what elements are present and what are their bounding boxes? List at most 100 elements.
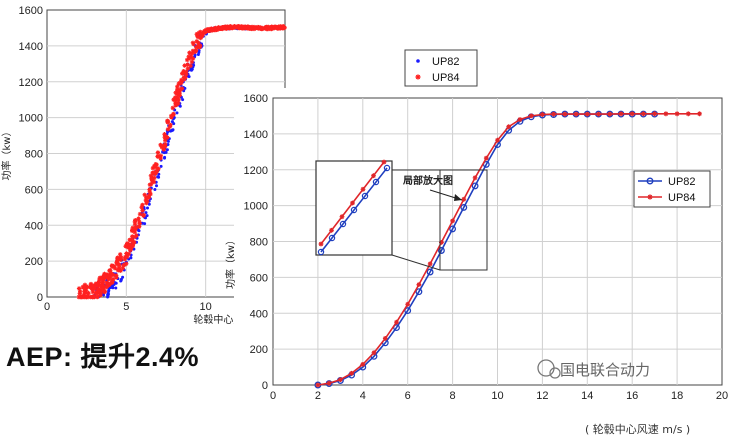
- scatter-point-up82: [159, 164, 163, 168]
- scatter-point-up84: [240, 24, 245, 30]
- scatter-point-up84: [102, 289, 108, 294]
- scatter-point-up84: [142, 192, 147, 197]
- inset-line-up82: [320, 167, 388, 253]
- scatter-point-up84: [152, 175, 157, 181]
- scatter-point-up82: [156, 175, 160, 179]
- scatter-point-up84: [188, 63, 193, 69]
- scatter-point-up84: [130, 227, 135, 233]
- right-x-tick-label: 12: [536, 390, 548, 402]
- scatter-point-up84: [95, 294, 100, 299]
- right-legend: UP82 UP84: [633, 170, 711, 208]
- scatter-point-up84: [129, 237, 135, 242]
- scatter-point-up84: [219, 26, 224, 31]
- scatter-point-up84: [80, 293, 86, 299]
- scatter-point-up84: [139, 205, 144, 210]
- scatter-point-up84: [130, 243, 135, 249]
- scatter-point-up84: [144, 200, 149, 206]
- watermark-icon-circle-small: [549, 367, 561, 379]
- data-point-up82: [437, 247, 445, 254]
- scatter-point-up82: [196, 53, 200, 56]
- scatter-point-up84: [188, 53, 194, 59]
- scatter-point-up84: [82, 282, 88, 287]
- scatter-point-up84: [83, 290, 88, 295]
- legend-marker-up84: [647, 194, 653, 200]
- scatter-point-up84: [194, 45, 199, 50]
- scatter-point-up84: [182, 63, 187, 68]
- watermark-icon: [537, 359, 561, 379]
- scatter-point-up84: [175, 84, 180, 89]
- right-x-tick-label: 18: [671, 390, 683, 402]
- data-point-up84: [371, 350, 377, 356]
- scatter-point-up84: [136, 224, 142, 229]
- data-point-up84: [315, 382, 321, 388]
- scatter-point-up84: [170, 105, 175, 111]
- scatter-point-up82: [190, 68, 193, 72]
- scatter-point-up84: [141, 212, 146, 217]
- scatter-point-up82: [113, 281, 117, 285]
- inset-point-up84: [318, 241, 324, 247]
- scatter-point-up84: [177, 87, 183, 93]
- scatter-point-up84: [140, 202, 145, 208]
- scatter-point-up84: [171, 112, 176, 117]
- scatter-point-up84: [112, 266, 118, 271]
- data-point-up84: [607, 111, 613, 117]
- data-point-up84: [596, 111, 601, 117]
- scatter-point-up84: [246, 24, 251, 29]
- scatter-point-up82: [181, 98, 185, 102]
- inset-point-up82: [383, 164, 391, 172]
- scatter-point-up82: [166, 139, 170, 143]
- scatter-point-up84: [165, 119, 171, 124]
- left-y-tick-label: 200: [25, 256, 43, 268]
- scatter-point-up84: [154, 168, 159, 174]
- scatter-point-up84: [130, 234, 135, 239]
- scatter-point-up84: [106, 282, 111, 287]
- data-point-up84: [349, 370, 354, 376]
- scatter-point-up84: [83, 284, 88, 289]
- scatter-point-up84: [232, 24, 237, 29]
- right-y-axis-label: 功率（kw）: [224, 235, 237, 289]
- scatter-point-up84: [202, 29, 207, 35]
- data-point-up84: [326, 380, 332, 386]
- right-x-tick-label: 16: [626, 390, 638, 402]
- scatter-point-up84: [88, 284, 93, 289]
- scatter-point-up84: [158, 156, 163, 161]
- scatter-point-up84: [110, 280, 115, 285]
- scatter-point-up84: [200, 31, 205, 36]
- scatter-point-up84: [252, 26, 258, 31]
- left-legend-box: [404, 49, 478, 87]
- scatter-point-up84: [124, 242, 129, 248]
- scatter-point-up84: [146, 193, 152, 198]
- data-point-up84: [674, 111, 680, 117]
- right-y-tick-label: 1000: [244, 201, 268, 213]
- scatter-point-up84: [115, 262, 120, 267]
- inset-point-up84: [329, 227, 334, 233]
- scatter-point-up84: [106, 277, 112, 282]
- data-point-up84: [483, 155, 489, 161]
- scatter-point-up84: [118, 268, 123, 273]
- left-y-axis-label: 功率（kw）: [0, 127, 13, 181]
- scatter-point-up84: [185, 66, 191, 71]
- scatter-point-up82: [197, 49, 201, 52]
- scatter-point-up84: [162, 142, 167, 148]
- scatter-point-up84: [187, 50, 192, 55]
- data-point-up84: [506, 124, 512, 130]
- data-point-up84: [629, 111, 635, 117]
- scatter-point-up84: [165, 127, 171, 132]
- scatter-point-up84: [100, 282, 105, 288]
- scatter-point-up84: [118, 252, 123, 257]
- data-point-up84: [461, 196, 467, 202]
- scatter-point-up84: [255, 24, 261, 30]
- scatter-point-up84: [147, 182, 153, 187]
- left-y-tick-label: 1000: [19, 113, 43, 125]
- scatter-point-up84: [168, 122, 173, 128]
- scatter-point-up84: [182, 76, 187, 82]
- zoom-inset: [315, 159, 393, 256]
- scatter-point-up84: [150, 165, 156, 171]
- inset-point-up84: [350, 200, 355, 206]
- scatter-point-up84: [132, 222, 138, 227]
- data-point-up84: [528, 113, 534, 119]
- scatter-point-up84: [82, 286, 87, 292]
- scatter-point-up84: [160, 144, 165, 149]
- scatter-point-up84: [236, 25, 242, 30]
- scatter-point-up84: [132, 240, 137, 245]
